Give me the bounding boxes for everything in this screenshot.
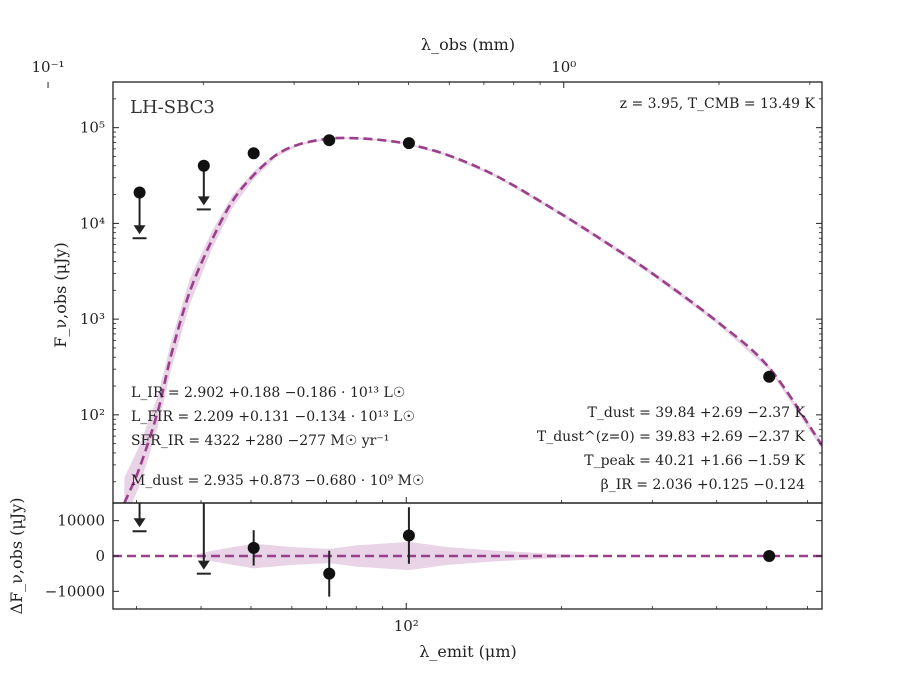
source-name-label: LH-SBC3 <box>130 97 215 118</box>
upper-limit-arrow-head <box>197 196 210 206</box>
annotation-sfr: SFR_IR = 4322 +280 −277 M☉ yr⁻¹ <box>131 433 389 449</box>
annotation-tpeak: T_peak = 40.21 +1.66 −1.59 K <box>584 453 805 469</box>
top-tick-label: 10⁰ <box>551 58 576 76</box>
model-curves <box>113 136 822 558</box>
data-points <box>132 134 776 597</box>
x-axis-label: λ_emit (μm) <box>419 642 516 661</box>
model-curve <box>123 136 822 503</box>
y-tick-label: 10⁴ <box>80 214 105 232</box>
residual-point <box>247 541 260 554</box>
upper-limit-point <box>133 186 146 199</box>
residual-y-axis-label: ΔF_ν,obs (μJy) <box>7 498 26 615</box>
top-tick-label: 10⁻¹ <box>32 58 65 76</box>
residual-y-tick-label: 0 <box>95 547 105 565</box>
y-tick-label: 10² <box>80 406 105 424</box>
right-annotations: T_dust = 39.84 +2.69 −2.37 K T_dust^(z=0… <box>537 405 806 493</box>
residual-point <box>763 550 776 562</box>
residual-point <box>402 529 415 542</box>
redshift-label: z = 3.95, T_CMB = 13.49 K <box>620 96 816 112</box>
residual-y-tick-label: 10000 <box>57 512 105 530</box>
left-annotations: L_IR = 2.902 +0.188 −0.186 · 10¹³ L☉ L_F… <box>131 385 424 489</box>
y-tick-label: 10³ <box>80 310 105 328</box>
y-tick-label: 10⁵ <box>80 119 105 137</box>
upper-limit-point <box>197 159 210 172</box>
detection-point <box>402 137 415 150</box>
x-tick-label: 10² <box>394 617 419 635</box>
top-axis-label: λ_obs (mm) <box>421 35 515 54</box>
annotation-tdust-z0: T_dust^(z=0) = 39.83 +2.69 −2.37 K <box>537 429 806 445</box>
residual-y-tick-label: −10000 <box>45 582 105 600</box>
residual-upper-limit-arrow-head <box>197 560 210 570</box>
annotation-lfir: L_FIR = 2.209 +0.131 −0.134 · 10¹³ L☉ <box>131 409 415 425</box>
annotation-lir: L_IR = 2.902 +0.188 −0.186 · 10¹³ L☉ <box>131 385 405 401</box>
detection-point <box>247 147 260 160</box>
annotation-mdust: M_dust = 2.935 +0.873 −0.680 · 10⁹ M☉ <box>131 473 424 489</box>
model-uncertainty-bands <box>124 137 822 571</box>
axes: 10² 10³ 10⁴ 10⁵ 10000 0 −10000 10² 10⁻¹ 10⁰ <box>32 58 823 635</box>
y-axis-label: F_ν,obs (μJy) <box>51 242 70 347</box>
residual-point <box>323 567 336 580</box>
annotation-beta: β_IR = 2.036 +0.125 −0.124 <box>601 477 805 493</box>
detection-point <box>763 370 776 383</box>
detection-point <box>323 134 336 147</box>
residual-upper-limit-arrow-head <box>133 518 146 528</box>
upper-limit-arrow-head <box>133 225 146 235</box>
annotation-tdust: T_dust = 39.84 +2.69 −2.37 K <box>588 405 806 421</box>
